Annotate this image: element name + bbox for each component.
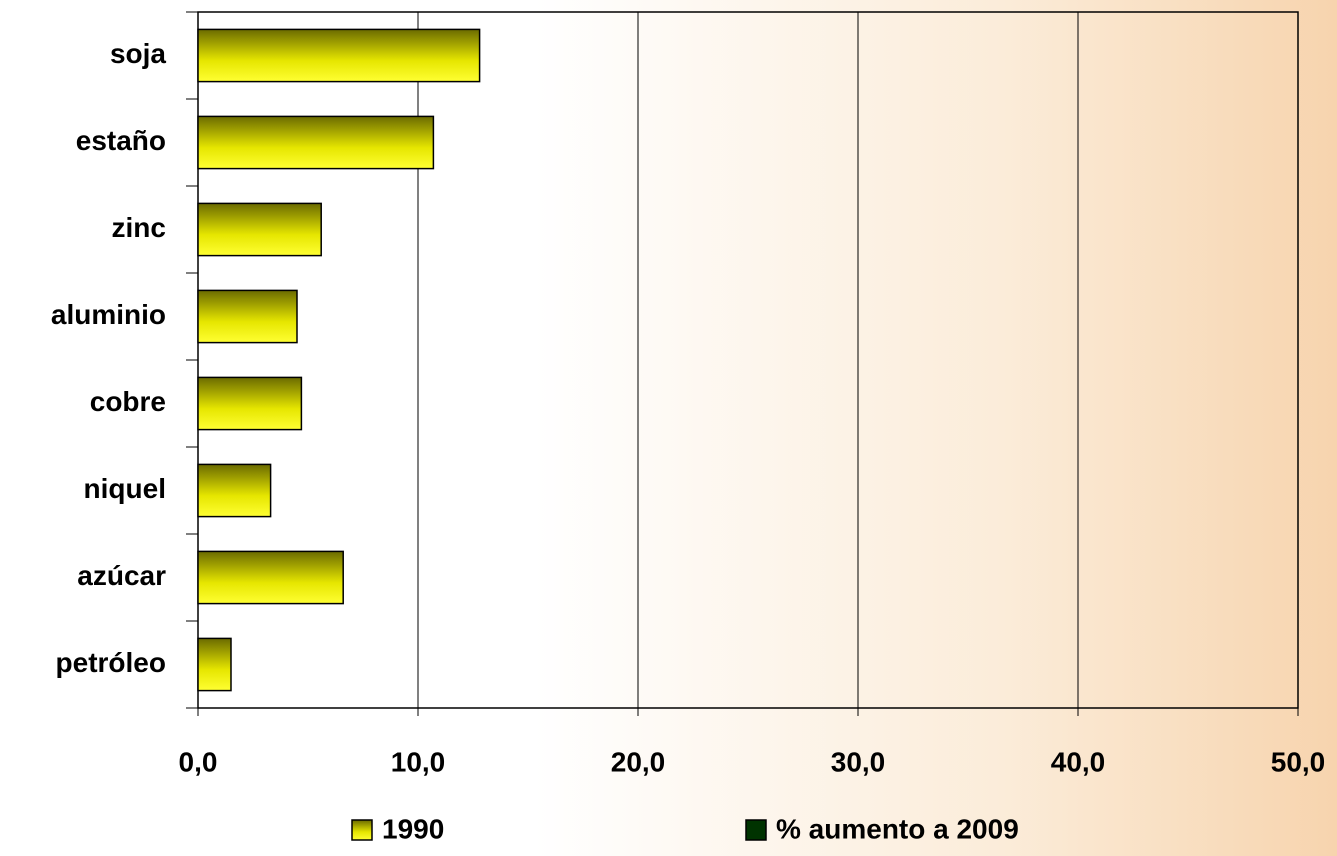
legend-label: 1990: [382, 813, 444, 844]
bar: [197, 202, 322, 257]
bar: [197, 376, 303, 431]
y-tick-label: azúcar: [77, 560, 166, 591]
bar: [197, 289, 298, 344]
legend-swatch: [745, 819, 767, 841]
legend-label: % aumento a 2009: [776, 813, 1019, 844]
y-tick-label: soja: [110, 38, 166, 69]
bar: [197, 28, 481, 83]
bar: [197, 637, 232, 692]
x-tick-label: 10,0: [391, 746, 446, 777]
bar: [197, 115, 435, 170]
y-tick-label: cobre: [90, 386, 166, 417]
x-tick-label: 20,0: [611, 746, 666, 777]
y-tick-label: estaño: [76, 125, 166, 156]
y-tick-label: zinc: [112, 212, 166, 243]
x-tick-label: 0,0: [179, 746, 218, 777]
x-tick-label: 40,0: [1051, 746, 1106, 777]
bar: [197, 550, 344, 605]
y-tick-label: niquel: [84, 473, 166, 504]
y-tick-label: aluminio: [51, 299, 166, 330]
x-tick-label: 30,0: [831, 746, 886, 777]
legend-swatch: [351, 819, 373, 841]
y-tick-label: petróleo: [56, 647, 166, 678]
x-tick-label: 50,0: [1271, 746, 1326, 777]
bar: [197, 463, 272, 518]
